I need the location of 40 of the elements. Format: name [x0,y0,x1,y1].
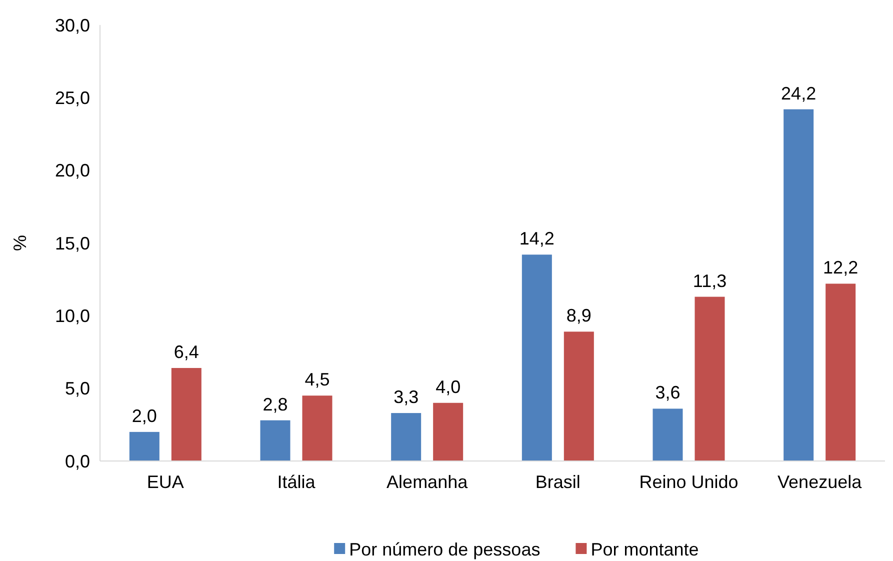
bar [784,109,814,461]
bar [694,296,725,461]
data-label: 8,9 [566,306,592,326]
x-tick-label: Alemanha [386,472,469,492]
y-tick-label: 15,0 [54,233,90,254]
bar [826,284,856,461]
data-label: 3,6 [655,382,680,403]
data-label: 11,3 [692,270,727,291]
y-tick-label: 25,0 [54,88,90,108]
x-tick-label: Reino Unido [639,472,738,492]
y-tick-label: 30,0 [54,15,90,36]
data-label: 2,8 [262,394,288,414]
x-tick-label: Itália [277,472,316,492]
data-label: 4,5 [304,370,330,390]
legend-label: Por número de pessoas [349,539,540,560]
data-label: 24,2 [781,83,816,104]
legend-label: Por montante [590,539,699,560]
bar [302,396,332,461]
x-tick-label: Venezuela [778,472,863,492]
y-axis-title: % [10,234,30,252]
y-tick-label: 10,0 [54,306,90,326]
bar [564,332,594,461]
data-label: 6,4 [174,342,199,362]
data-label: 4,0 [436,376,461,397]
bar [522,254,552,461]
bar [171,368,202,461]
bar [129,432,160,461]
bar [433,402,464,461]
data-label: 12,2 [823,258,858,278]
bar [652,408,683,461]
data-label: 2,0 [132,406,157,426]
x-tick-label: EUA [146,472,184,492]
x-tick-label: Brasil [535,472,580,492]
y-tick-label: 0,0 [64,451,90,472]
data-label: 3,3 [394,387,419,408]
bar [260,420,290,461]
bar [391,413,422,461]
data-label: 14,2 [519,228,554,249]
y-tick-label: 20,0 [54,160,90,181]
y-tick-label: 5,0 [64,378,90,399]
